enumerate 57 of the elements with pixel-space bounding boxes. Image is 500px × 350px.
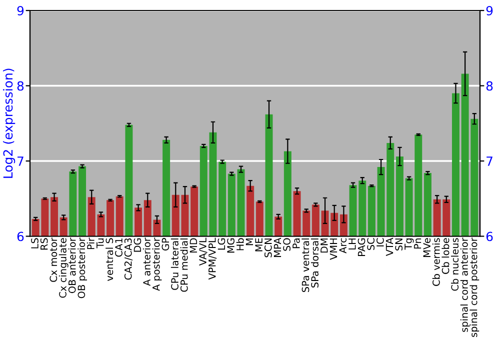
x-tick-label: RS <box>40 238 48 250</box>
x-tick-label: DM <box>320 238 328 253</box>
x-tick-label: Cx motor <box>50 238 58 282</box>
x-tick-label: SC <box>367 238 375 250</box>
x-tick-label: Cb lobe <box>442 238 450 274</box>
x-tick-label: SN <box>395 238 403 250</box>
x-tick-label: A posterior <box>152 238 162 291</box>
x-tick-label: SPa ventral <box>302 238 310 292</box>
x-tick-label: Pn <box>414 238 422 249</box>
x-tick-label: IC <box>376 238 384 246</box>
x-tick-label: CPu lateral <box>170 238 178 290</box>
x-tick-label: ME <box>255 238 262 252</box>
x-tick-label: spinal cord anterior <box>460 238 470 332</box>
x-tick-label: CA2/CA3 <box>124 238 133 280</box>
x-tick-label: MPA <box>274 238 282 257</box>
x-tick-label: CA1 <box>115 238 122 257</box>
x-tick-label: Pir <box>86 238 94 250</box>
x-tick-label: Tg <box>404 238 414 250</box>
y2-tick-label: 6 <box>486 232 493 242</box>
x-tick-label: spinal cord posterior <box>470 238 480 337</box>
x-tick-label: Cb nucleus <box>451 238 459 291</box>
x-tick-label: VPM/VPL <box>208 238 217 280</box>
y-tick-label: 9 <box>17 6 24 16</box>
x-tick-label: LH <box>348 238 356 250</box>
y2-tick-label: 8 <box>486 81 493 91</box>
y2-tick-label: 7 <box>486 156 492 166</box>
x-tick-label: M <box>246 238 254 246</box>
y-tick-label: 8 <box>17 81 24 91</box>
x-tick-label: MVe <box>423 238 431 257</box>
x-tick-label: DG <box>134 238 142 252</box>
x-tick-label: Hb <box>236 238 244 250</box>
x-tick-label: VA/VL <box>199 238 208 266</box>
x-tick-label: Tu <box>96 238 104 248</box>
x-tick-label: SCN <box>264 238 272 258</box>
x-tick-label: ventral S <box>106 238 114 281</box>
x-tick-label: OB posterior <box>78 238 87 298</box>
x-tick-label: Cx cingulate <box>58 238 68 298</box>
y-axis-title: Log2 (expression) <box>3 68 16 178</box>
x-tick-label: Pa <box>292 238 300 248</box>
x-tick-label: SPa dorsal <box>310 238 319 288</box>
x-tick-label: MG <box>227 238 234 253</box>
x-tick-label: CPu medial <box>180 238 188 292</box>
x-tick-label: LG <box>218 238 226 250</box>
x-tick-label: Arc <box>339 238 347 254</box>
y-tick-label: 6 <box>17 232 24 242</box>
x-tick-label: LS <box>31 238 38 248</box>
x-tick-label: GP <box>162 238 170 250</box>
x-tick-label: VMH <box>330 238 338 260</box>
x-tick-label: VTA <box>386 238 394 256</box>
x-tick-label: MD <box>190 238 197 253</box>
y-tick-label: 7 <box>18 156 24 166</box>
x-tick-label: Cb vermis <box>432 238 440 286</box>
x-tick-label: SO <box>283 238 290 251</box>
y2-tick-label: 9 <box>486 6 493 16</box>
x-tick-label: PAG <box>358 238 366 256</box>
x-tick-label: A anterior <box>142 238 150 286</box>
x-tick-label: OB anterior <box>68 238 76 294</box>
